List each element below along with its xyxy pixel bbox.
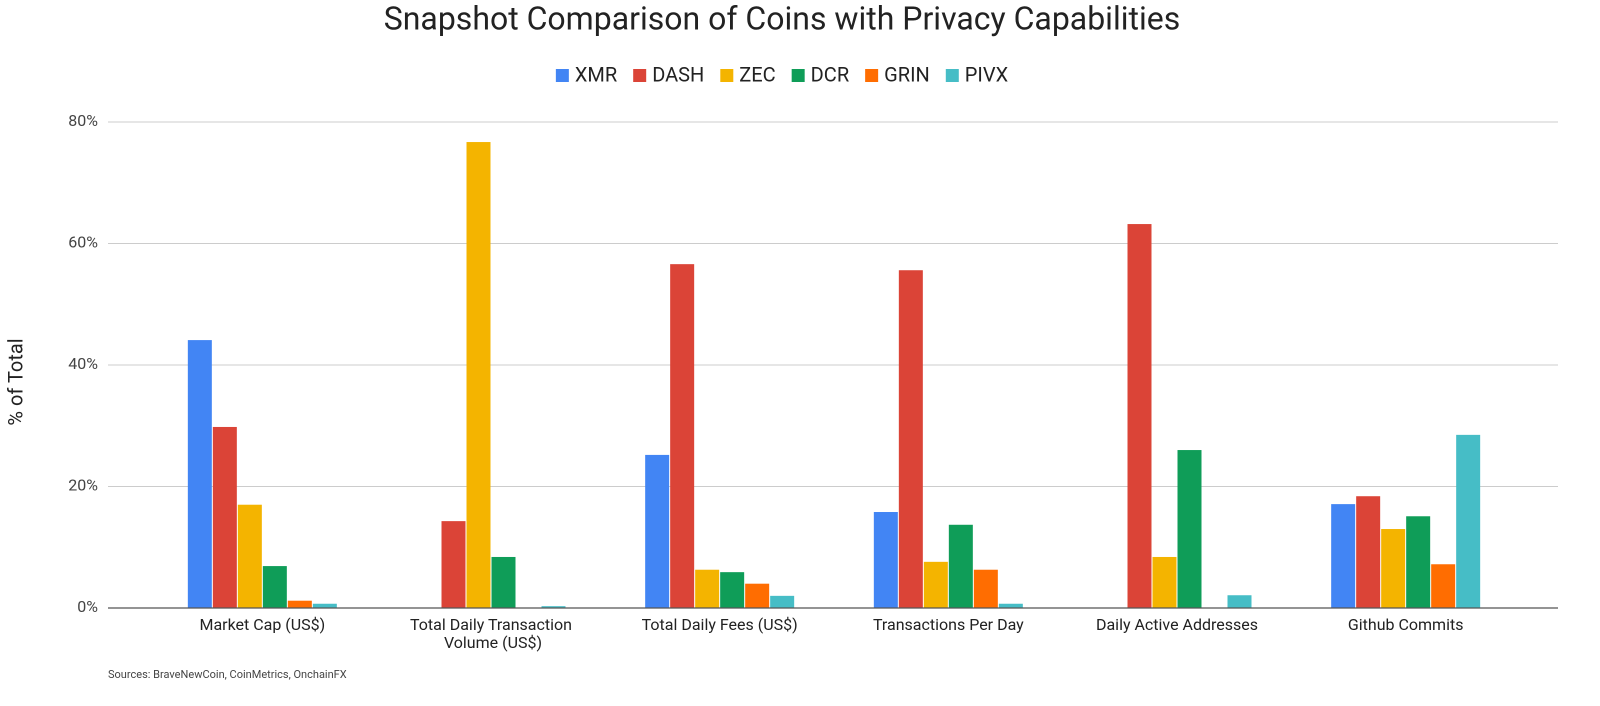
y-tick-label: 60% xyxy=(68,233,98,252)
bar xyxy=(237,504,262,608)
y-tick-label: 20% xyxy=(68,476,98,495)
legend-label: GRIN xyxy=(884,62,930,86)
bar xyxy=(187,340,212,608)
bar xyxy=(287,600,312,608)
bar xyxy=(1431,564,1456,608)
legend-swatch xyxy=(555,69,569,82)
bar xyxy=(262,566,287,608)
legend-label: XMR xyxy=(575,62,617,86)
x-tick-label: Market Cap (US$) xyxy=(199,615,325,634)
legend-label: PIVX xyxy=(965,62,1009,86)
legend-label: DCR xyxy=(811,62,849,86)
legend-label: DASH xyxy=(652,62,704,86)
bar xyxy=(720,572,745,608)
bar xyxy=(923,561,948,608)
bar xyxy=(645,454,670,608)
legend-swatch xyxy=(791,69,805,82)
chart-title: Snapshot Comparison of Coins with Privac… xyxy=(384,0,1180,37)
bar xyxy=(948,524,973,608)
bar xyxy=(1406,516,1431,608)
bar xyxy=(1356,496,1381,608)
y-axis-label: % of Total xyxy=(3,338,27,425)
y-tick-label: 80% xyxy=(68,111,98,130)
bar xyxy=(466,142,491,609)
source-note: Sources: BraveNewCoin, CoinMetrics, Onch… xyxy=(108,668,347,681)
legend-swatch xyxy=(633,69,647,82)
y-tick-label: 40% xyxy=(68,354,98,373)
x-tick-label: Daily Active Addresses xyxy=(1096,615,1258,634)
x-tick-label: Github Commits xyxy=(1348,615,1464,634)
legend-swatch xyxy=(865,69,879,82)
x-tick-label: Total Daily Fees (US$) xyxy=(642,615,798,634)
y-tick-label: 0% xyxy=(77,597,98,616)
bar xyxy=(1331,504,1356,608)
bar xyxy=(1177,450,1202,608)
legend-label: ZEC xyxy=(739,62,775,86)
bar xyxy=(491,556,516,608)
legend-swatch xyxy=(720,69,734,82)
bar xyxy=(898,270,923,608)
x-tick-label: Total Daily Transaction Volume (US$) xyxy=(410,615,572,652)
legend: XMR DASH ZEC DCR GRIN PIVX xyxy=(555,62,1009,86)
bar xyxy=(1227,595,1252,608)
bar xyxy=(998,603,1023,608)
bar xyxy=(695,569,720,608)
bar xyxy=(1456,434,1481,608)
bar xyxy=(670,264,695,608)
bar xyxy=(973,569,998,608)
bar xyxy=(770,595,795,608)
x-tick-label: Transactions Per Day xyxy=(873,615,1024,634)
bar xyxy=(541,606,566,608)
bar xyxy=(312,603,337,608)
bar xyxy=(1127,224,1152,608)
bar xyxy=(1152,556,1177,608)
bar xyxy=(441,521,466,608)
bar xyxy=(873,512,898,608)
bar xyxy=(745,583,770,608)
bar xyxy=(1381,529,1406,608)
legend-swatch xyxy=(945,69,959,82)
bar xyxy=(212,426,237,608)
